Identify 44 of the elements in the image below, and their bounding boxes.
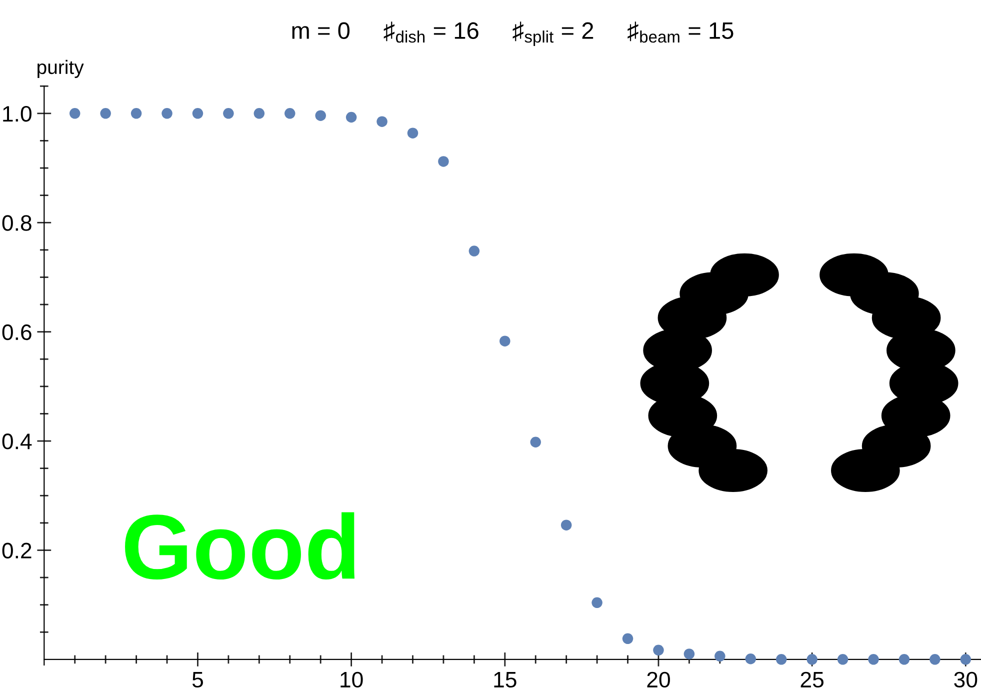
point: [407, 128, 418, 138]
point: [315, 110, 326, 121]
y-axis-title: purity: [38, 60, 84, 78]
point: [776, 654, 787, 665]
point: [284, 108, 296, 119]
point: [223, 108, 234, 119]
point: [930, 654, 940, 665]
annotation: Good: [125, 512, 354, 580]
point: [100, 108, 111, 119]
x-tick-label: 20: [647, 672, 670, 688]
x-tick-label: 10: [340, 672, 363, 688]
point: [560, 520, 572, 530]
point: [622, 633, 634, 644]
y-tick-label: 0.2: [2, 542, 32, 558]
point: [684, 648, 695, 660]
point: [376, 116, 388, 127]
chart-title: m = 0 ♯$_{dish}$ = 16 ♯$_{split}$ = 2 ♯$_{beam}$ = 15: [292, 22, 734, 46]
point: [130, 108, 142, 119]
x-tick-label: 25: [800, 672, 824, 688]
point: [592, 597, 602, 608]
point: [69, 108, 80, 119]
point: [500, 336, 510, 346]
point: [162, 108, 172, 119]
x-tick-label: 5: [192, 672, 203, 688]
point: [714, 650, 726, 662]
x-tick-label: 30: [954, 672, 978, 688]
point: [806, 654, 818, 665]
point: [438, 156, 449, 167]
point: [868, 654, 879, 665]
y-tick-label: 0.6: [2, 324, 32, 340]
y-tick-label: 1.0: [3, 106, 32, 122]
point: [837, 654, 848, 665]
point: [254, 108, 265, 119]
point: [960, 654, 972, 665]
point: [530, 436, 541, 448]
point: [898, 654, 910, 665]
y-tick-label: 0.4: [2, 434, 32, 450]
point: [468, 246, 480, 256]
point: [346, 112, 357, 123]
point: [745, 654, 756, 664]
y-tick-label: 0.8: [2, 215, 32, 231]
point: [653, 644, 664, 656]
point: [192, 108, 204, 119]
x-tick-label: 15: [494, 672, 516, 688]
